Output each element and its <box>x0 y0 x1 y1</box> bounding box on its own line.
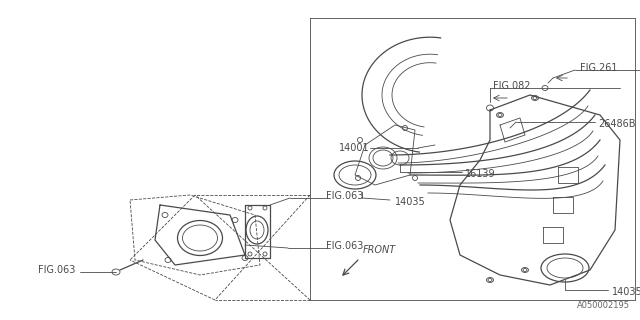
Text: FIG.063: FIG.063 <box>326 241 364 251</box>
Text: FIG.082: FIG.082 <box>493 81 531 91</box>
Text: 14035: 14035 <box>612 287 640 297</box>
Text: 14001: 14001 <box>339 143 370 153</box>
Text: 16139: 16139 <box>465 169 495 179</box>
Text: FRONT: FRONT <box>363 245 396 255</box>
Text: 14035: 14035 <box>395 197 426 207</box>
Text: FIG.063: FIG.063 <box>38 265 75 275</box>
Text: FIG.063: FIG.063 <box>326 191 364 201</box>
Text: 26486B: 26486B <box>598 119 636 129</box>
Text: A050002195: A050002195 <box>577 301 630 310</box>
Text: FIG.261: FIG.261 <box>580 63 618 73</box>
